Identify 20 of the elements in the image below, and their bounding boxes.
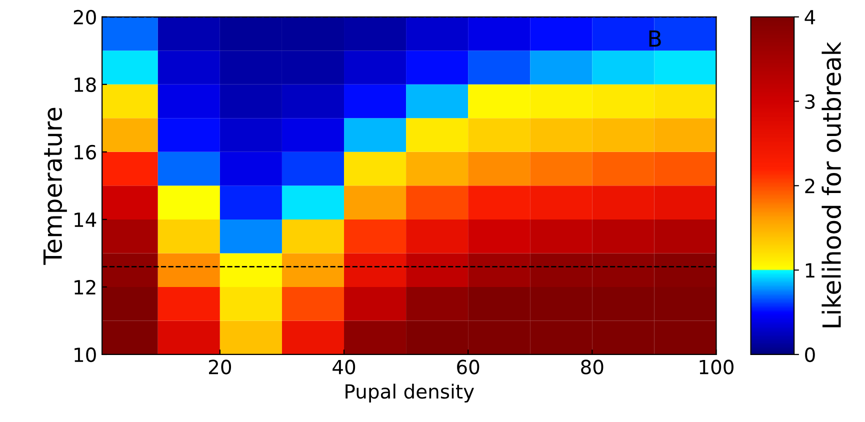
- x-tick-label: 20: [208, 360, 232, 374]
- color-bar-label: 1: [806, 263, 814, 278]
- y-tick-label: 18: [74, 77, 96, 92]
- y-tick-label: 12: [74, 280, 96, 294]
- x-tick-label: 80: [581, 360, 604, 374]
- color-bar-label: 3: [805, 94, 815, 109]
- y-tick-label: 16: [74, 144, 96, 160]
- y-tick-label: 10: [74, 347, 96, 362]
- y-axis-title: Temperature: [43, 108, 67, 265]
- color-bar-label: 4: [804, 10, 816, 24]
- color-bar-title: Likelihood for outbreak: [822, 42, 842, 328]
- x-tick-label: 100: [700, 360, 734, 374]
- y-tick-label: 20: [74, 10, 96, 25]
- x-tick-label: 60: [457, 360, 480, 374]
- x-axis-title: Pupal density: [346, 384, 474, 403]
- x-tick-label: 40: [332, 360, 356, 374]
- annotation: B: [649, 30, 661, 47]
- y-tick-label: 14: [74, 212, 96, 227]
- color-bar-label: 2: [805, 178, 814, 194]
- color-bar-label: 0: [805, 347, 815, 362]
